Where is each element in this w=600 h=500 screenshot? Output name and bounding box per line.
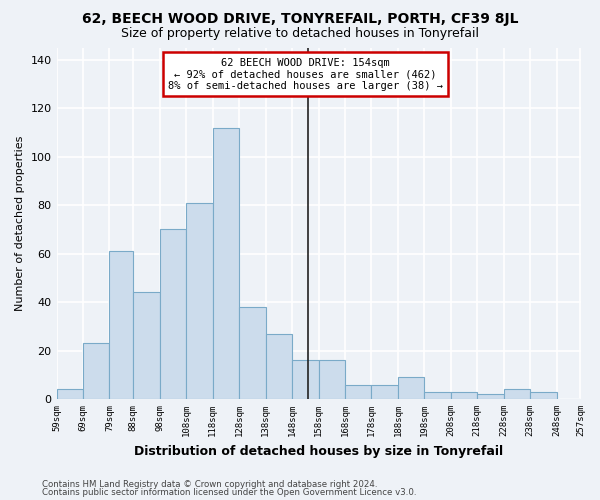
Bar	[371, 384, 398, 399]
Bar	[477, 394, 504, 399]
Bar	[398, 377, 424, 399]
Bar	[83, 344, 109, 399]
Text: 62, BEECH WOOD DRIVE, TONYREFAIL, PORTH, CF39 8JL: 62, BEECH WOOD DRIVE, TONYREFAIL, PORTH,…	[82, 12, 518, 26]
Bar	[530, 392, 557, 399]
Bar	[160, 230, 186, 399]
Text: Contains public sector information licensed under the Open Government Licence v3: Contains public sector information licen…	[42, 488, 416, 497]
Y-axis label: Number of detached properties: Number of detached properties	[15, 136, 25, 311]
Bar	[266, 334, 292, 399]
Bar	[133, 292, 160, 399]
Bar	[186, 202, 212, 399]
Text: Contains HM Land Registry data © Crown copyright and database right 2024.: Contains HM Land Registry data © Crown c…	[42, 480, 377, 489]
Bar	[109, 251, 133, 399]
Bar	[504, 390, 530, 399]
Bar	[212, 128, 239, 399]
Bar	[239, 307, 266, 399]
Text: Size of property relative to detached houses in Tonyrefail: Size of property relative to detached ho…	[121, 28, 479, 40]
Text: 62 BEECH WOOD DRIVE: 154sqm
← 92% of detached houses are smaller (462)
8% of sem: 62 BEECH WOOD DRIVE: 154sqm ← 92% of det…	[168, 58, 443, 91]
Bar	[345, 384, 371, 399]
Bar	[56, 390, 83, 399]
Bar	[292, 360, 319, 399]
Bar	[319, 360, 345, 399]
Bar	[451, 392, 477, 399]
X-axis label: Distribution of detached houses by size in Tonyrefail: Distribution of detached houses by size …	[134, 444, 503, 458]
Bar	[424, 392, 451, 399]
